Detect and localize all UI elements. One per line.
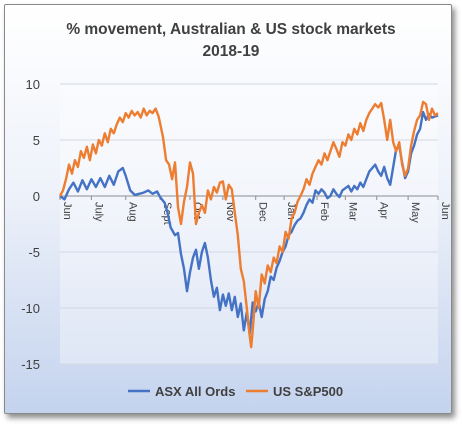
x-tick-label: May [409, 202, 421, 223]
x-tick-label: Jun [61, 202, 73, 220]
x-tick-label: July [92, 202, 104, 222]
y-tick-label: 5 [33, 133, 40, 148]
x-tick-label: Dec [257, 202, 269, 222]
x-tick-label: Jun [439, 202, 451, 220]
x-tick-label: Feb [318, 202, 330, 221]
legend-label: US S&P500 [273, 384, 343, 399]
x-tick-label: Aug [127, 202, 139, 222]
chart-frame [4, 4, 452, 414]
y-tick-label: -5 [28, 245, 40, 260]
chart-title: % movement, Australian & US stock market… [66, 21, 396, 38]
series-line-1 [59, 110, 439, 335]
y-tick-label: -10 [21, 301, 40, 316]
y-tick-label: 10 [26, 77, 40, 92]
legend-label: ASX All Ords [155, 384, 235, 399]
y-tick-label: -15 [21, 357, 40, 372]
x-tick-label: Apr [378, 202, 390, 219]
plot-area [60, 84, 438, 364]
chart-subtitle: 2018-19 [202, 43, 260, 60]
y-tick-label: 0 [33, 189, 40, 204]
x-tick-label: Mar [346, 202, 358, 221]
series-line-2 [58, 100, 439, 349]
